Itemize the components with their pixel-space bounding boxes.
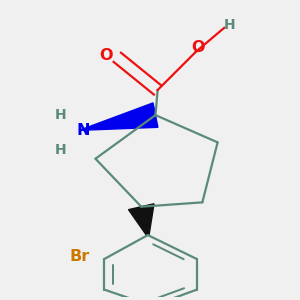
Text: O: O [99, 48, 112, 63]
Text: H: H [224, 18, 236, 32]
Text: N: N [76, 123, 90, 138]
Text: Br: Br [70, 249, 90, 264]
Polygon shape [128, 204, 154, 236]
Polygon shape [79, 103, 158, 130]
Text: O: O [192, 40, 205, 56]
Text: H: H [55, 143, 66, 157]
Text: H: H [55, 108, 66, 122]
